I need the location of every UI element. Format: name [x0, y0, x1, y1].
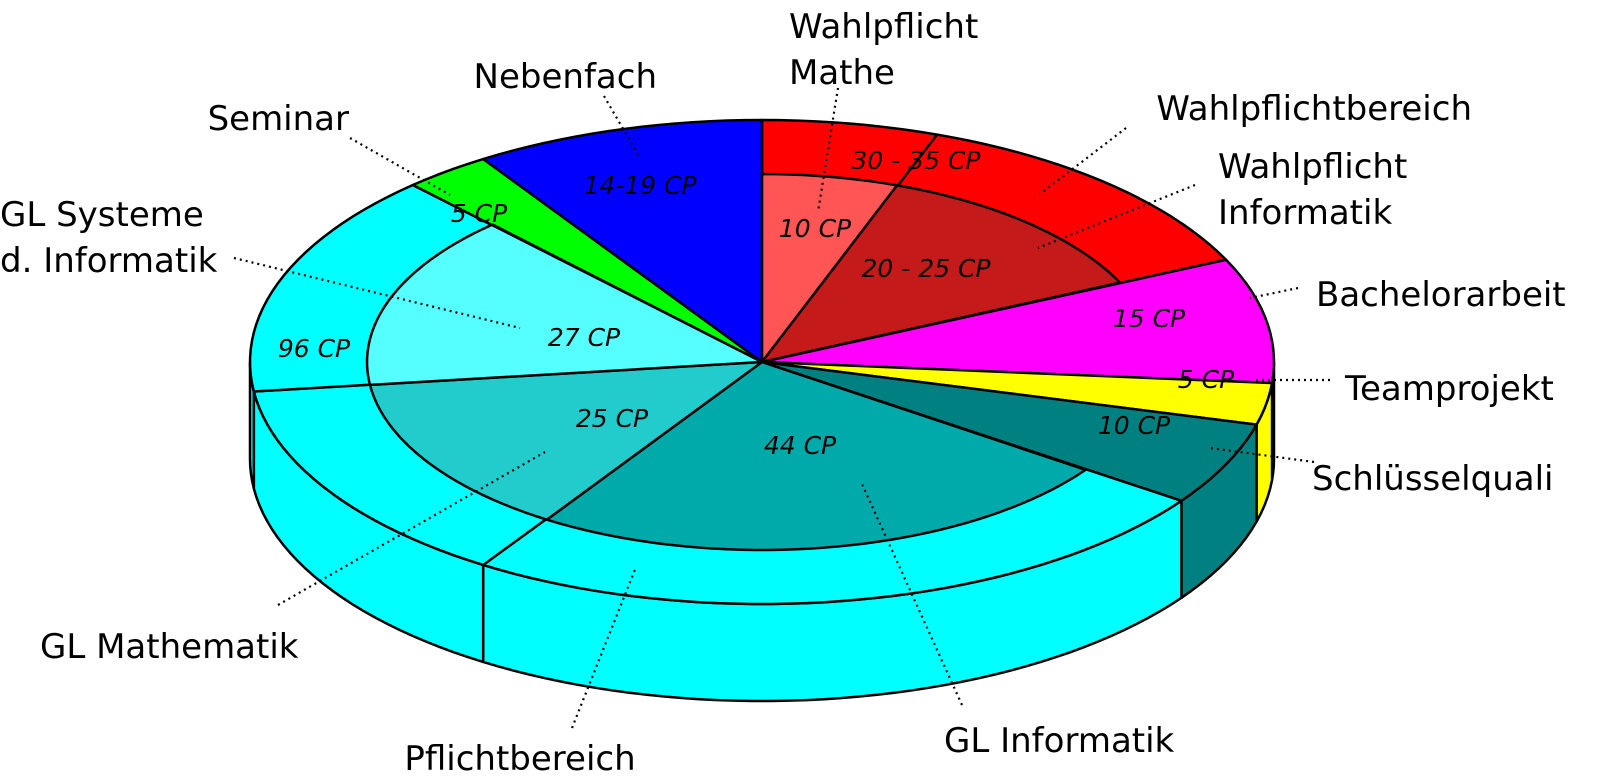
group-edge-0: [761, 360, 1182, 502]
value-group-1-line: 30 - 35 CP: [851, 146, 981, 175]
label-group-1-line: Wahlpflichtbereich: [1156, 89, 1472, 129]
pie-subslice-g1s1: [760, 184, 1122, 364]
label-s2: Schlüsselquali: [1312, 459, 1553, 499]
value-g1s1: 20 - 25 CP: [861, 254, 991, 283]
label-s0: Bachelorarbeit: [1316, 275, 1566, 315]
leader-group1: [1039, 127, 1127, 195]
label-s1-line: Teamprojekt: [1344, 369, 1554, 409]
value-group-1: 30 - 35 CP: [851, 146, 981, 175]
label-s0-line: Bachelorarbeit: [1316, 275, 1566, 315]
label-g0s0-line: d. Informatik: [0, 241, 218, 281]
label-g1s0-line: Mathe: [789, 53, 895, 93]
group-edge-0: [412, 184, 763, 363]
value-s0: 15 CP: [1113, 304, 1186, 333]
leader-g0s0: [233, 256, 521, 330]
label-g0s0-line: GL Systeme: [0, 195, 204, 235]
label-s2-line: Schlüsselquali: [1312, 459, 1553, 499]
label-g0s1: GL Mathematik: [40, 627, 299, 667]
value-group-0: 96 CP: [278, 334, 351, 363]
value-group-0-line: 96 CP: [278, 334, 351, 363]
pie-subslice-g0s1: [368, 360, 764, 521]
label-g1s0-line: Wahlpflicht: [789, 7, 978, 47]
pie-subslice-g0s2: [545, 360, 1087, 552]
value-g0s0: 27 CP: [548, 323, 621, 352]
value-g1s1-line: 20 - 25 CP: [861, 254, 991, 283]
group-edge-1: [761, 258, 1227, 364]
label-g1s1-line: Wahlpflicht: [1218, 147, 1407, 187]
label-g0s2: GL Informatik: [944, 721, 1175, 761]
leader-lines: [233, 87, 1330, 729]
leader-s3: [349, 137, 451, 196]
label-s3: Seminar: [208, 99, 349, 139]
chart-labels: Wahlpflicht Mathe 10 CP Wahlpflicht Informat…: [0, 7, 1566, 779]
pie-subslice-g0s0: [365, 223, 764, 387]
label-s3-line: Seminar: [208, 99, 349, 139]
leader-s0: [1249, 286, 1299, 300]
value-s1-line: 5 CP: [1178, 365, 1235, 394]
pie-slice-s0: [760, 258, 1276, 385]
value-s0-line: 15 CP: [1113, 304, 1186, 333]
pie-inner-ring: [365, 120, 1227, 552]
leader-g0s2: [860, 483, 964, 706]
value-s3-line: 5 CP: [451, 199, 508, 228]
label-g0s0: GL Systeme d. Informatik: [0, 195, 218, 281]
leader-g1s1: [1037, 183, 1196, 250]
value-s3: 5 CP: [451, 199, 508, 228]
value-g1s0-line: 10 CP: [779, 214, 852, 243]
value-g0s1: 25 CP: [576, 404, 649, 433]
value-s2: 10 CP: [1098, 411, 1171, 440]
label-g1s1: Wahlpflicht Informatik: [1218, 147, 1407, 233]
value-s2-line: 10 CP: [1098, 411, 1171, 440]
label-s1: Teamprojekt: [1344, 369, 1554, 409]
leader-group0: [570, 566, 638, 729]
label-group-0: Pflichtbereich: [404, 739, 635, 779]
value-g0s0-line: 27 CP: [548, 323, 621, 352]
label-group-1: Wahlpflichtbereich: [1156, 89, 1472, 129]
pie-slice-s4: [481, 118, 764, 364]
label-g0s2-line: GL Informatik: [944, 721, 1175, 761]
value-s4: 14-19 CP: [583, 171, 697, 200]
label-g0s1-line: GL Mathematik: [40, 627, 299, 667]
label-s4-line: Nebenfach: [474, 57, 657, 97]
value-g1s0: 10 CP: [779, 214, 852, 243]
value-g0s1-line: 25 CP: [576, 404, 649, 433]
value-g0s2-line: 44 CP: [764, 431, 837, 460]
value-s4-line: 14-19 CP: [583, 171, 697, 200]
value-s1: 5 CP: [1178, 365, 1235, 394]
label-group-0-line: Pflichtbereich: [404, 739, 635, 779]
label-g1s1-line: Informatik: [1218, 193, 1392, 233]
label-g1s0: Wahlpflicht Mathe: [789, 7, 978, 93]
label-s4: Nebenfach: [474, 57, 657, 97]
value-g0s2: 44 CP: [764, 431, 837, 460]
